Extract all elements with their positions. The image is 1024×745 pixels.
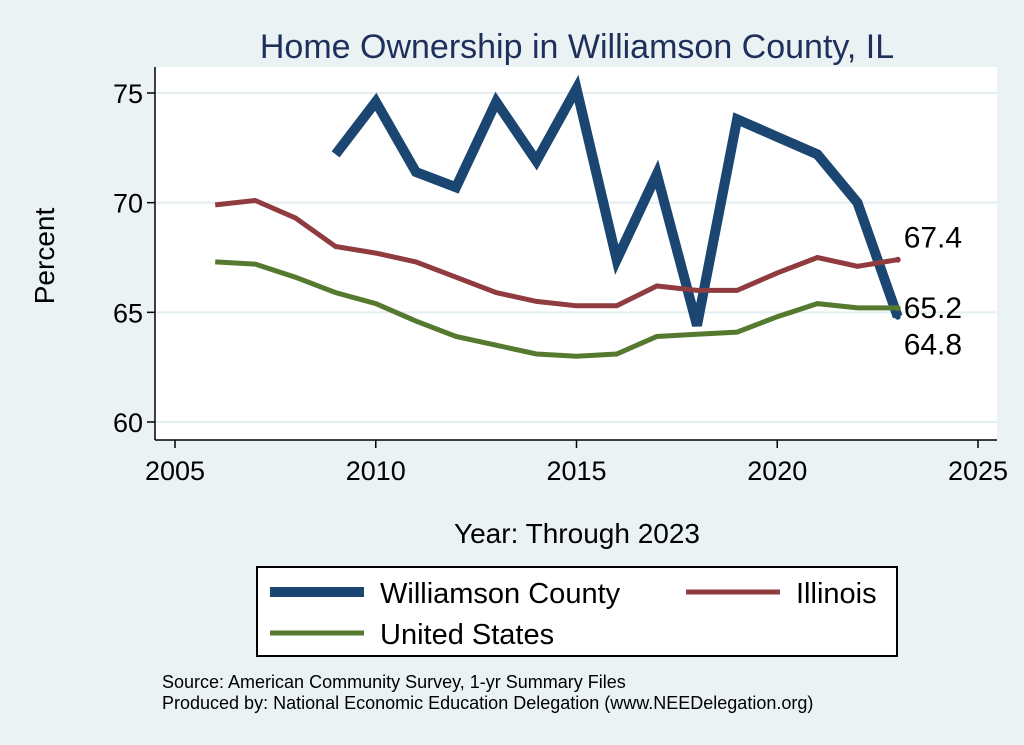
end-label-williamson-county: 64.8: [904, 329, 962, 362]
plot-area: [155, 67, 997, 440]
x-tick-label-2005: 2005: [145, 456, 205, 486]
series-lines: [214, 74, 903, 359]
series-line-illinois: [214, 197, 899, 309]
series-line-united-states: [215, 259, 898, 359]
end-label-united-states: 65.2: [904, 292, 962, 325]
x-tick-label-2015: 2015: [546, 456, 606, 486]
series-endpoint-illinois: [894, 256, 901, 263]
end-label-illinois: 67.4: [904, 222, 962, 255]
end-labels: 64.8 67.4 65.2: [904, 222, 962, 362]
chart-title: Home Ownership in Williamson County, IL: [260, 28, 894, 66]
y-tick-label-65: 65: [113, 298, 143, 328]
source-note: Source: American Community Survey, 1-yr …: [162, 672, 626, 692]
y-axis-title: Percent: [29, 208, 60, 305]
x-axis-title: Year: Through 2023: [454, 518, 700, 549]
legend-label-illinois: Illinois: [796, 578, 877, 610]
series-endpoint-united-states: [894, 304, 901, 311]
legend-box: [256, 566, 898, 657]
legend: Williamson County Illinois United States: [256, 566, 898, 657]
producer-note: Produced by: National Economic Education…: [162, 693, 813, 713]
legend-label-williamson-county: Williamson County: [380, 578, 621, 610]
x-tick-label-2010: 2010: [346, 456, 406, 486]
y-tick-label-60: 60: [113, 408, 143, 438]
x-tick-label-2025: 2025: [948, 456, 1008, 486]
x-tick-label-2020: 2020: [747, 456, 807, 486]
y-tick-label-70: 70: [113, 189, 143, 219]
y-tick-label-75: 75: [113, 79, 143, 109]
series-line-williamson-county: [331, 74, 903, 327]
legend-label-united-states: United States: [380, 619, 554, 651]
axes: 60 65 70 75 2005 2010 2015 2020 2025: [113, 67, 1008, 486]
series-endpoint-williamson-county: [894, 313, 901, 320]
